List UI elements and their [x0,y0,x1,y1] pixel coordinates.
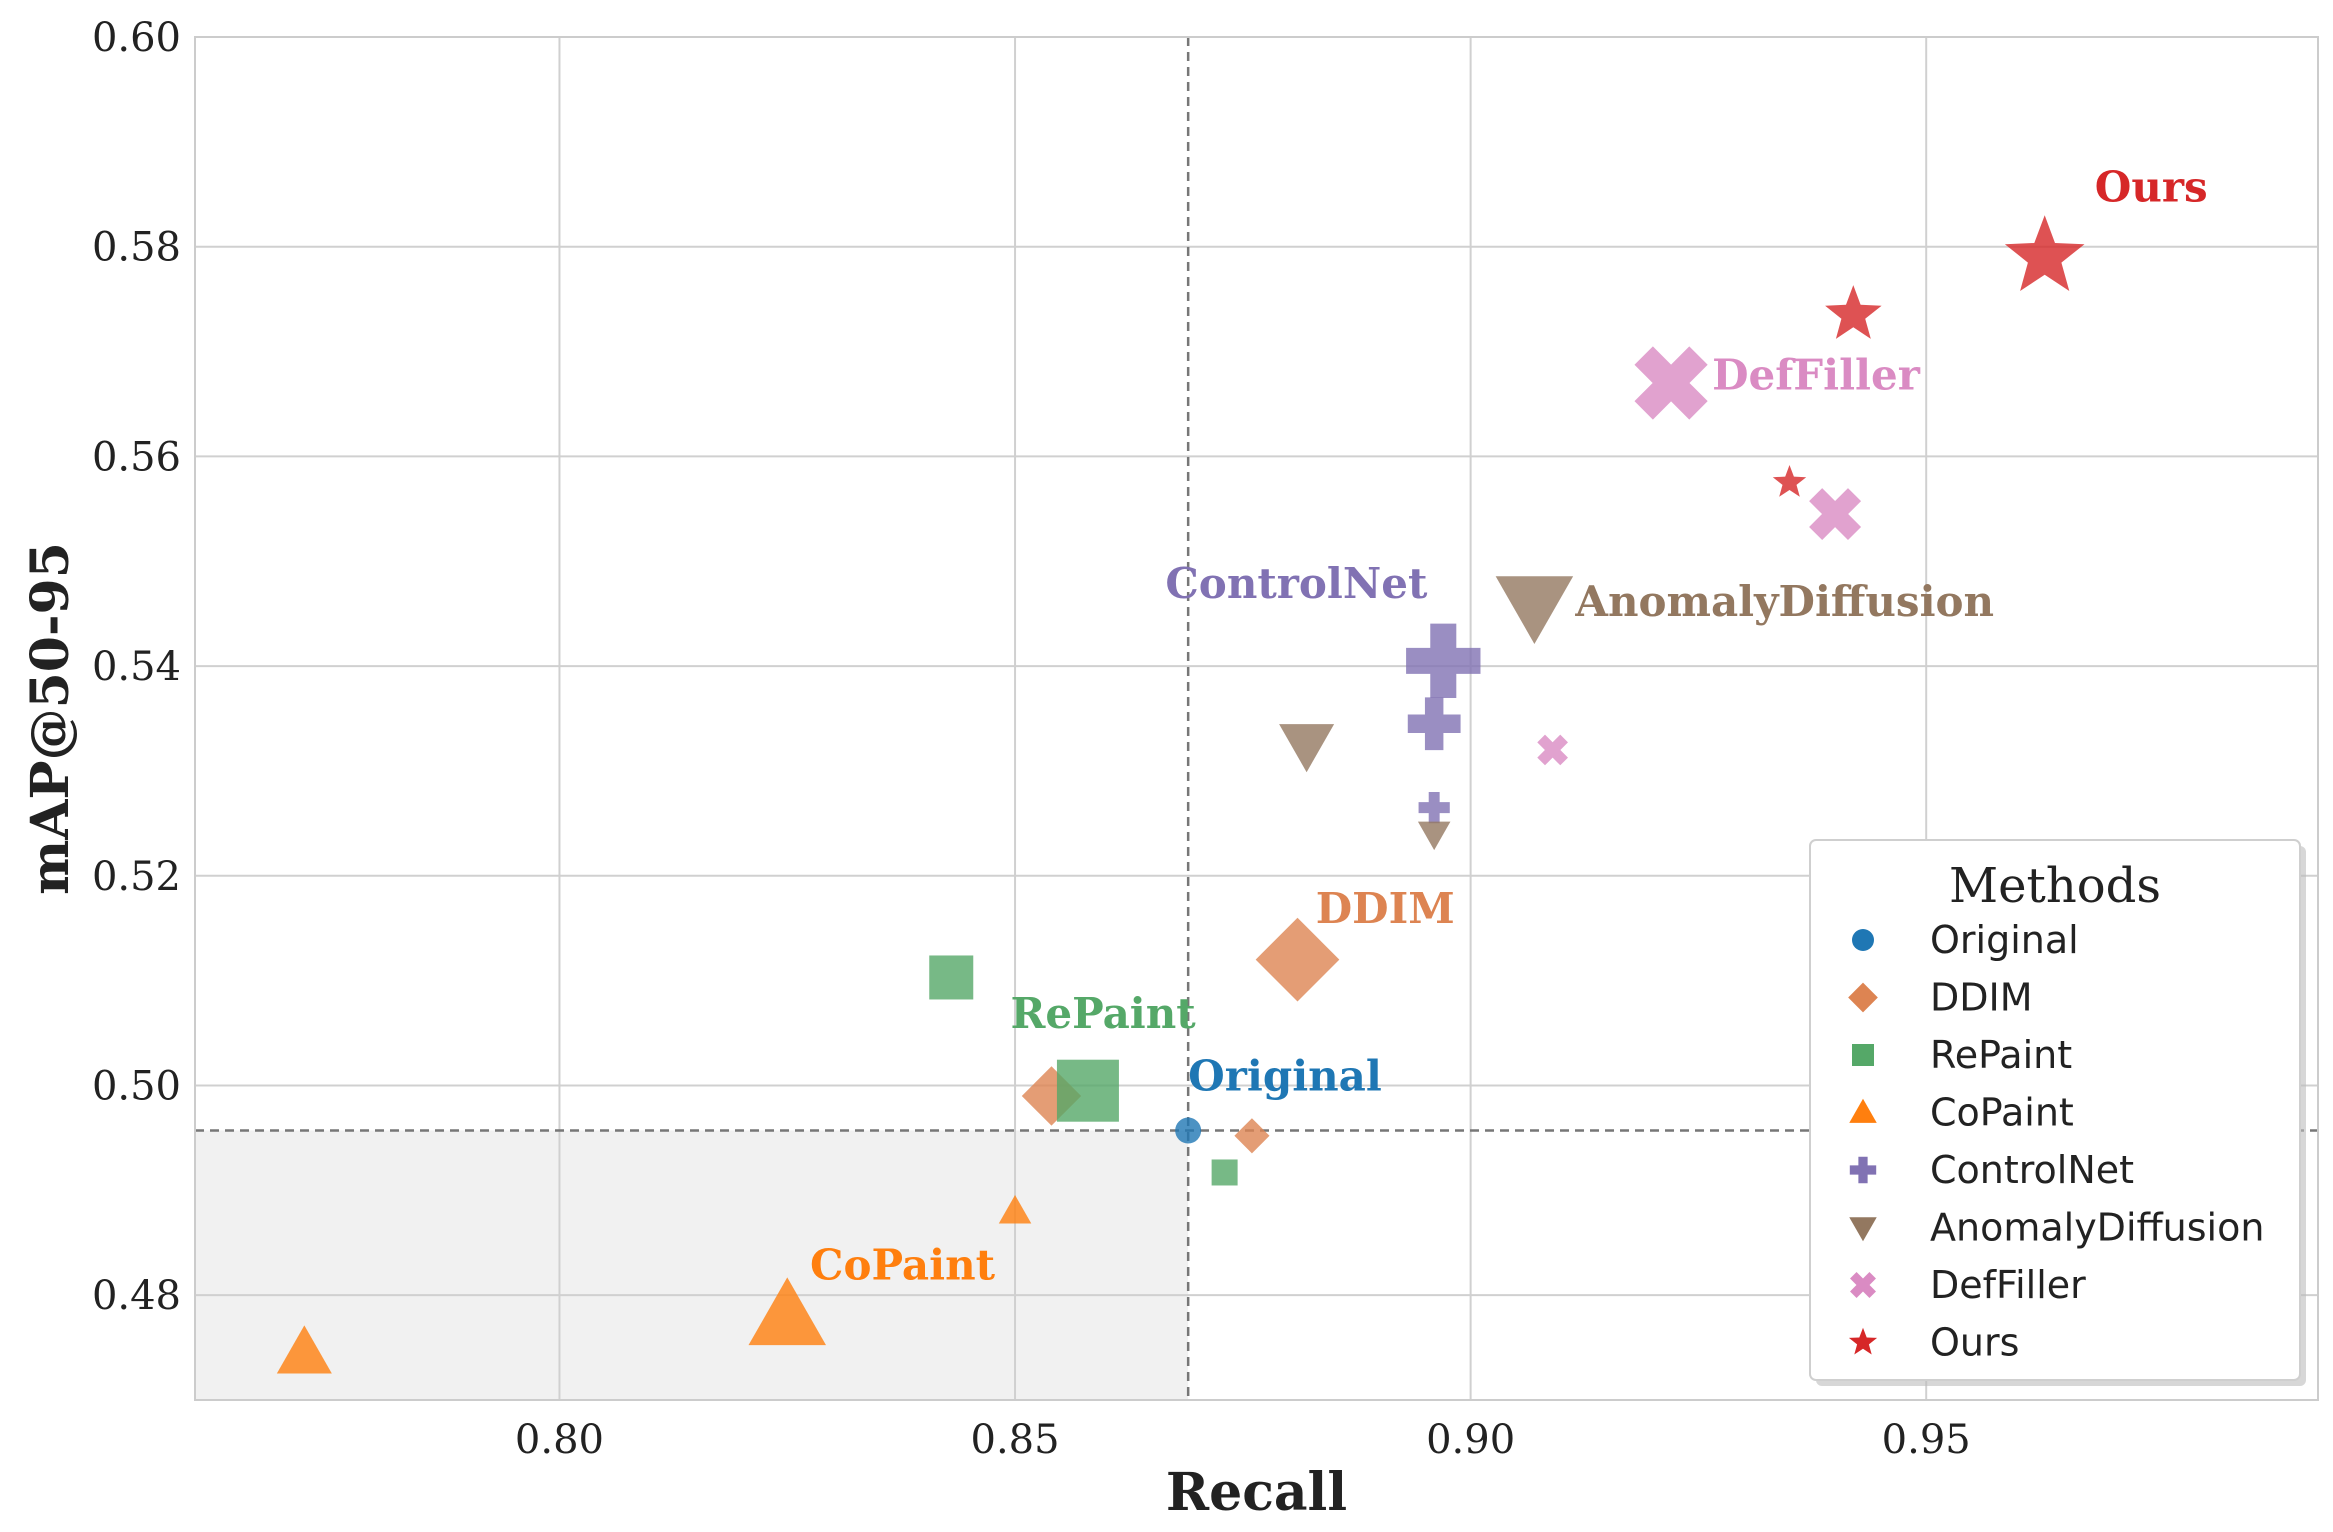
point-ddim [1021,1066,1082,1126]
point-anomalydiffusion [1417,821,1451,851]
annotation-anomalydiffusion: AnomalyDiffusion [1574,577,1994,626]
point-ddim [1234,1118,1270,1154]
legend-label-deffiller: DefFiller [1930,1263,2086,1307]
point-deffiller-shape [1809,488,1862,541]
point-deffiller [1809,488,1862,541]
tick-labels: 0.80 0.85 0.90 0.95 0.48 0.50 0.52 0.54 0.56 0.58… [92,15,1971,1463]
y-tick-label: 0.58 [92,225,181,271]
point-copaint [276,1325,332,1374]
annotation-repaint: RePaint [1010,989,1196,1038]
annotation-ddim: DDIM [1316,884,1455,933]
legend-label-anomalydiffusion: AnomalyDiffusion [1930,1206,2264,1250]
legend-marker-original [1852,929,1874,951]
annotation-copaint: CoPaint [810,1240,996,1289]
legend-marker-deffiller-shape [1850,1272,1876,1298]
point-anomalydiffusion [1495,576,1574,645]
legend-marker-repaint [1852,1044,1874,1066]
y-tick-label: 0.48 [92,1273,181,1319]
annotations: Original DDIM RePaint CoPaint ControlNet Anom… [810,163,2208,1290]
point-copaint [748,1277,827,1346]
y-tick-label: 0.56 [92,434,181,480]
legend-label-copaint: CoPaint [1930,1091,2074,1135]
point-repaint [929,955,974,1000]
legend-box [1809,839,2301,1381]
shaded-rect [195,1130,1189,1400]
point-deffiller [1537,734,1568,766]
data-points [276,215,2085,1374]
point-original [1175,1117,1202,1144]
annotation-controlnet: ControlNet [1165,559,1428,608]
legend-label-repaint: RePaint [1930,1033,2072,1077]
legend-marker-ours [1848,1327,1878,1355]
point-copaint [998,1195,1032,1224]
point-anomalydiffusion [1279,724,1335,773]
y-tick-label: 0.52 [92,854,181,900]
shaded-region [195,1130,1189,1400]
x-tick-label: 0.95 [1882,1417,1971,1463]
legend-marker-copaint [1849,1098,1877,1123]
x-tick-label: 0.85 [971,1417,1060,1463]
y-tick-label: 0.60 [92,15,181,61]
legend-label-ddim: DDIM [1930,976,2033,1020]
y-tick-label: 0.50 [92,1063,181,1109]
legend-label-original: Original [1930,918,2079,962]
plot-frame [194,36,2319,1401]
point-controlnet [1418,792,1450,824]
point-ours [1772,465,1807,497]
annotation-deffiller: DefFiller [1712,350,1921,399]
legend-marker-controlnet [1849,1156,1877,1184]
point-repaint [1056,1059,1119,1122]
legend-marker-ddim [1848,982,1878,1013]
legend-label-ours: Ours [1930,1321,2019,1365]
point-controlnet [1406,623,1481,699]
annotation-ours: Ours [2095,163,2208,212]
legend-title: Methods [1949,858,2161,914]
y-tick-label: 0.54 [92,644,181,690]
y-axis-label: mAP@50-95 [20,542,81,895]
legend-marker-deffiller [1850,1272,1876,1298]
legend-label-controlnet: ControlNet [1930,1148,2134,1192]
point-repaint [1211,1159,1238,1186]
x-tick-label: 0.90 [1426,1417,1515,1463]
point-deffiller-shape [1634,346,1708,420]
point-deffiller-shape [1537,734,1568,766]
point-ddim [1255,917,1340,1002]
x-axis-label: Recall [1166,1462,1347,1523]
point-ours [2004,215,2085,291]
point-deffiller [1634,346,1708,420]
annotation-original: Original [1188,1052,1382,1101]
reference-lines [195,37,2318,1400]
x-tick-label: 0.80 [515,1417,604,1463]
legend-marker-anomalydiffusion [1849,1217,1877,1242]
point-controlnet [1407,697,1461,751]
point-ours [1825,285,1882,339]
